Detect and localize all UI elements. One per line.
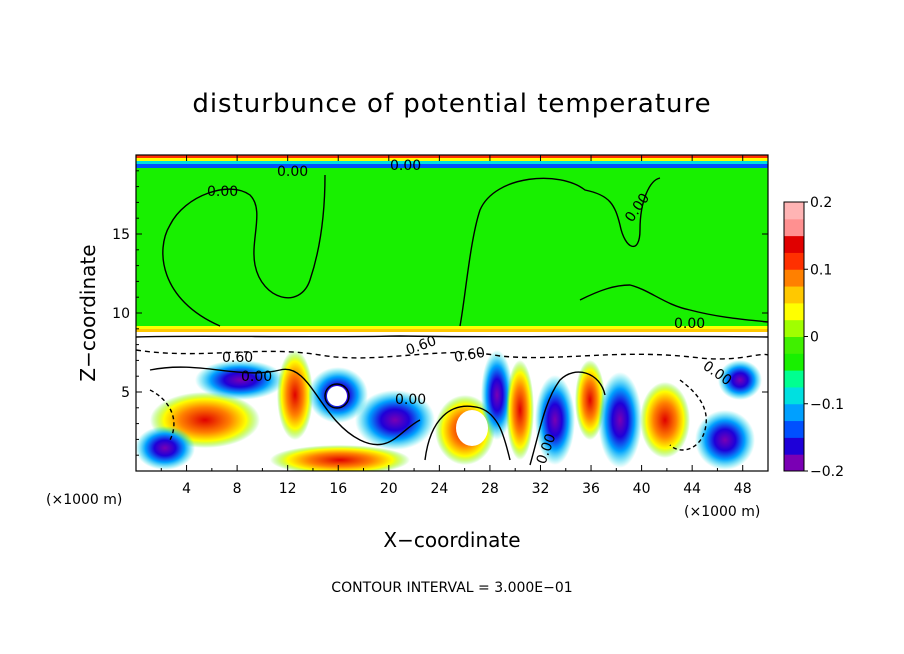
colorbar-swatch xyxy=(784,235,804,253)
top-boundary-band-yellow xyxy=(136,158,768,161)
colorbar-tick-label: 0 xyxy=(810,330,819,346)
eddy-red-5 xyxy=(506,360,534,460)
colorbar-swatch xyxy=(784,302,804,321)
contour-label: 0.00 xyxy=(241,369,272,385)
contour-right-dome xyxy=(459,177,661,327)
eddy-white-core-2 xyxy=(327,386,347,406)
colorbar-swatch xyxy=(784,319,804,337)
x-axis-unit-left: (×1000 m) xyxy=(46,492,122,508)
colorbar-swatch xyxy=(784,386,804,405)
colorbar-swatch xyxy=(784,202,804,220)
eddy-red-2 xyxy=(277,350,313,440)
x-axis: 4 8 12 16 20 24 28 32 36 40 44 48 xyxy=(160,155,752,497)
eddy-blue-4 xyxy=(355,390,435,450)
contour-label: 0.00 xyxy=(207,184,238,200)
x-tick-label: 48 xyxy=(734,481,752,497)
upper-layer-field xyxy=(136,155,768,331)
contour-label-group: 0.00 0.00 0.00 0.00 0.00 0.60 0.00 0.00 … xyxy=(207,158,734,466)
contour-left-dome xyxy=(162,174,326,327)
eddy-blue-1 xyxy=(136,426,195,470)
x-tick-label: 20 xyxy=(380,481,398,497)
contour-lower-2 xyxy=(424,405,511,461)
top-boundary-band-red xyxy=(136,155,768,158)
colorbar-swatch xyxy=(784,286,804,304)
colorbar-tick-label: 0.1 xyxy=(810,262,832,278)
contour-lower-dashed-2 xyxy=(149,389,175,441)
colorbar-swatch xyxy=(784,336,804,354)
x-tick-label: 24 xyxy=(430,481,448,497)
contour-label: 0.00 xyxy=(277,164,308,180)
eddy-blue-6 xyxy=(535,375,575,465)
x-axis-unit-right: (×1000 m) xyxy=(684,504,760,520)
colorbar-swatch xyxy=(784,252,804,270)
colorbar-swatch xyxy=(784,403,804,422)
eddy-red-7 xyxy=(640,382,690,458)
colorbar-tick-label: −0.2 xyxy=(810,464,844,480)
x-tick-label: 16 xyxy=(329,481,347,497)
contour-interface-dashed xyxy=(136,349,768,360)
eddy-blue-7 xyxy=(598,372,642,468)
x-axis-title: X−coordinate xyxy=(383,528,520,552)
eddy-blue-9 xyxy=(718,360,762,400)
colorbar-tick-label: −0.1 xyxy=(810,397,844,413)
top-boundary-band-blue xyxy=(136,164,768,168)
eddy-blue-8 xyxy=(695,410,755,470)
x-tick-label: 36 xyxy=(582,481,600,497)
contour-lower-1 xyxy=(149,366,421,446)
x-tick-label: 28 xyxy=(481,481,499,497)
contour-lower-3 xyxy=(529,371,606,466)
contour-label: 0.00 xyxy=(390,158,421,174)
eddy-blue-5 xyxy=(481,350,513,440)
contour-lower-ring xyxy=(324,383,350,409)
x-tick-label: 32 xyxy=(532,481,550,497)
y-axis: 5 10 15 xyxy=(112,170,768,456)
interface-band-orange xyxy=(136,329,768,332)
colorbar-swatch xyxy=(784,454,804,472)
contour-label: 0.00 xyxy=(674,316,705,332)
top-boundary-band-cyan xyxy=(136,161,768,164)
contour-label: 0.60 xyxy=(222,350,253,366)
eddy-white-core xyxy=(456,410,488,446)
colorbar-swatch xyxy=(784,353,804,371)
colorbar: 0.2 0.1 0 −0.1 −0.2 xyxy=(783,195,844,480)
x-tick-label: 40 xyxy=(633,481,651,497)
colorbar-swatch xyxy=(784,269,804,287)
interface-band-yellow xyxy=(136,326,768,329)
colorbar-swatch xyxy=(784,218,804,237)
contour-label: 0.00 xyxy=(395,392,426,408)
contour-interval-note: CONTOUR INTERVAL = 3.000E−01 xyxy=(331,580,572,596)
y-tick-label: 5 xyxy=(121,385,130,401)
plot-area: 0.00 0.00 0.00 0.00 0.00 0.60 0.00 0.00 … xyxy=(136,155,768,471)
colorbar-tick-label: 0.2 xyxy=(810,195,832,211)
colorbar-swatch xyxy=(784,370,804,388)
contour-label: 0.60 xyxy=(453,345,486,366)
x-tick-label: 8 xyxy=(233,481,242,497)
colorbar-swatch xyxy=(784,420,804,438)
contour-right-lobe xyxy=(579,284,768,323)
x-tick-label: 44 xyxy=(683,481,701,497)
contour-lower-dashed-1 xyxy=(669,379,707,451)
eddy-red-3 xyxy=(270,445,410,471)
x-tick-label: 4 xyxy=(182,481,191,497)
contour-lines xyxy=(136,174,768,466)
y-tick-label: 10 xyxy=(112,306,130,322)
y-axis-title: Z−coordinate xyxy=(76,244,100,381)
contour-interface-solid xyxy=(136,335,768,338)
x-tick-label: 12 xyxy=(279,481,297,497)
colorbar-swatch xyxy=(784,437,804,455)
y-tick-label: 15 xyxy=(112,227,130,243)
chart-title: disturbunce of potential temperature xyxy=(192,89,711,119)
